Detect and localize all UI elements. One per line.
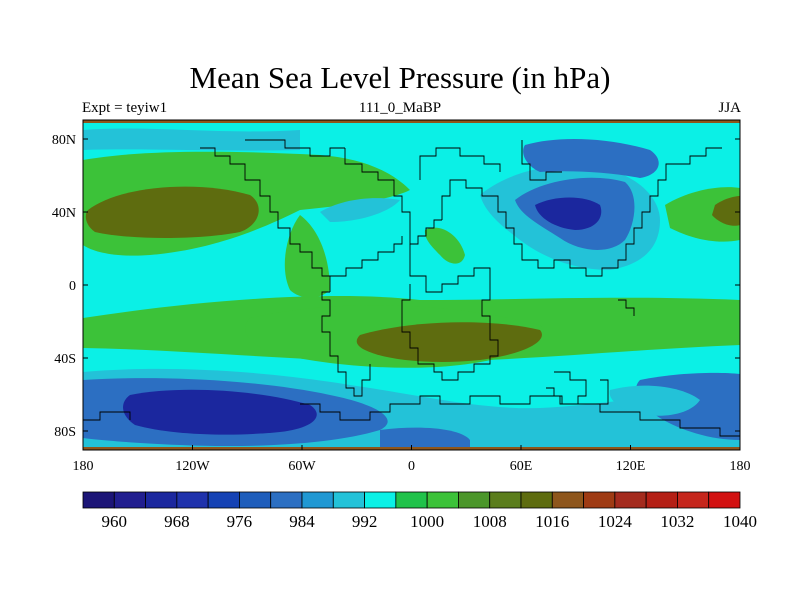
north-east-high: [665, 187, 740, 242]
colorbar-labels: 960 968 976 984 992 1000 1008 1016 1024 1032 1040: [102, 512, 757, 531]
lat-tick-label: 80S: [54, 425, 76, 440]
pressure-field: [83, 120, 740, 450]
colorbar-box: [176, 491, 209, 509]
colorbar-box: [489, 491, 522, 509]
colorbar-label: 1040: [723, 512, 757, 531]
south-indian-low-outer: [609, 385, 700, 416]
colorbar-box: [270, 491, 303, 509]
plot-title: Mean Sea Level Pressure (in hPa): [189, 60, 611, 95]
experiment-label: Expt = teyiw1: [82, 100, 168, 116]
colorbar-label: 1016: [535, 512, 569, 531]
arctic-low-band: [523, 138, 659, 178]
colorbar-label: 960: [102, 512, 128, 531]
colorbar-boxes: [82, 491, 741, 509]
lon-tick-label: 120E: [616, 459, 646, 474]
colorbar-box: [614, 491, 647, 509]
lat-axis: 80N 40N 0 40S 80S: [52, 133, 740, 440]
age-label: 111_0_MaBP: [358, 100, 442, 116]
colorbar-box: [677, 491, 710, 509]
colorbar-label: 1024: [598, 512, 633, 531]
lat-tick-label: 0: [69, 279, 76, 294]
colorbar-box: [239, 491, 272, 509]
mediterranean-green: [424, 227, 465, 264]
colorbar-box: [207, 491, 240, 509]
atlantic-low-patch: [320, 198, 400, 222]
lon-tick-label: 0: [408, 459, 415, 474]
colorbar-box: [301, 491, 334, 509]
colorbar-label: 1000: [410, 512, 444, 531]
lon-tick-label: 60E: [510, 459, 533, 474]
colorbar-box: [426, 491, 459, 509]
north-east-high-core: [712, 196, 740, 226]
lat-tick-label: 40S: [54, 352, 76, 367]
colorbar-box: [395, 491, 428, 509]
colorbar-box: [551, 491, 584, 509]
lon-tick-label: 180: [730, 459, 751, 474]
colorbar-box: [332, 491, 365, 509]
south-pacific-low-core: [123, 389, 317, 435]
lon-axis: 180 120W 60W 0 60E 120E 180: [73, 445, 751, 474]
lat-tick-label: 80N: [52, 133, 76, 148]
colorbar-box: [145, 491, 178, 509]
colorbar-box: [458, 491, 491, 509]
colorbar-box: [364, 491, 397, 509]
continent-outlines: [83, 139, 740, 437]
north-band: [83, 128, 300, 151]
lon-tick-label: 60W: [288, 459, 316, 474]
colorbar: 960 968 976 984 992 1000 1008 1016 1024 1032 1040: [82, 491, 757, 531]
colorbar-box: [82, 491, 115, 509]
colorbar-label: 1008: [473, 512, 507, 531]
season-label: JJA: [718, 100, 741, 116]
lon-tick-label: 120W: [175, 459, 210, 474]
colorbar-label: 1032: [660, 512, 694, 531]
colorbar-box: [708, 491, 741, 509]
colorbar-box: [520, 491, 553, 509]
colorbar-label: 976: [227, 512, 253, 531]
north-pacific-high-core: [85, 186, 259, 238]
colorbar-box: [113, 491, 146, 509]
colorbar-label: 992: [352, 512, 378, 531]
asian-low-core: [535, 197, 602, 230]
colorbar-label: 968: [164, 512, 190, 531]
lat-tick-label: 40N: [52, 206, 76, 221]
colorbar-label: 984: [289, 512, 315, 531]
colorbar-box: [645, 491, 678, 509]
colorbar-box: [583, 491, 616, 509]
south-atlantic-low: [380, 427, 470, 450]
america-green: [284, 215, 330, 298]
north-pole-strip: [83, 120, 740, 123]
lon-tick-label: 180: [73, 459, 94, 474]
